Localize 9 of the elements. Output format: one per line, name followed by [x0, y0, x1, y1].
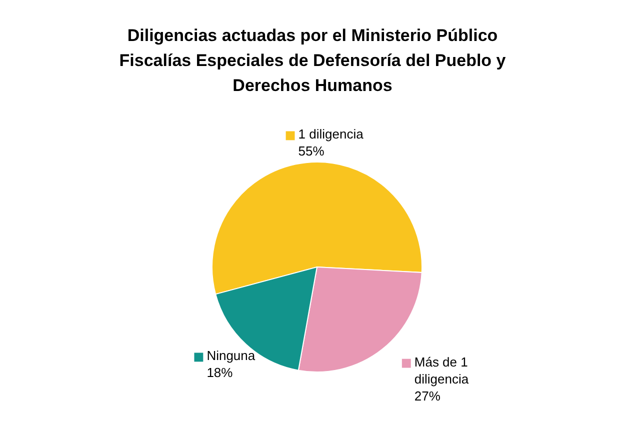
- text: Fiscalías Especiales de Defensoría del Pueblo y: [119, 51, 506, 70]
- text: Derechos Humanos: [232, 76, 392, 95]
- data-label: 27%: [414, 388, 441, 404]
- legend-label: 1 diligencia: [298, 126, 364, 142]
- data-label: 55%: [298, 144, 325, 159]
- text: Diligencias actuadas por el Ministerio Público: [127, 26, 498, 45]
- data-label: 18%: [206, 365, 234, 380]
- legend-label: Más de 1 diligencia: [414, 354, 470, 386]
- legend-label: Ninguna: [206, 348, 256, 364]
